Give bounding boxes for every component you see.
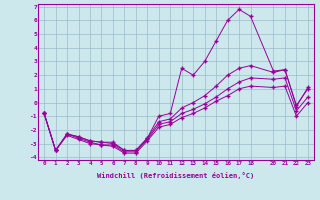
X-axis label: Windchill (Refroidissement éolien,°C): Windchill (Refroidissement éolien,°C) <box>97 172 255 179</box>
